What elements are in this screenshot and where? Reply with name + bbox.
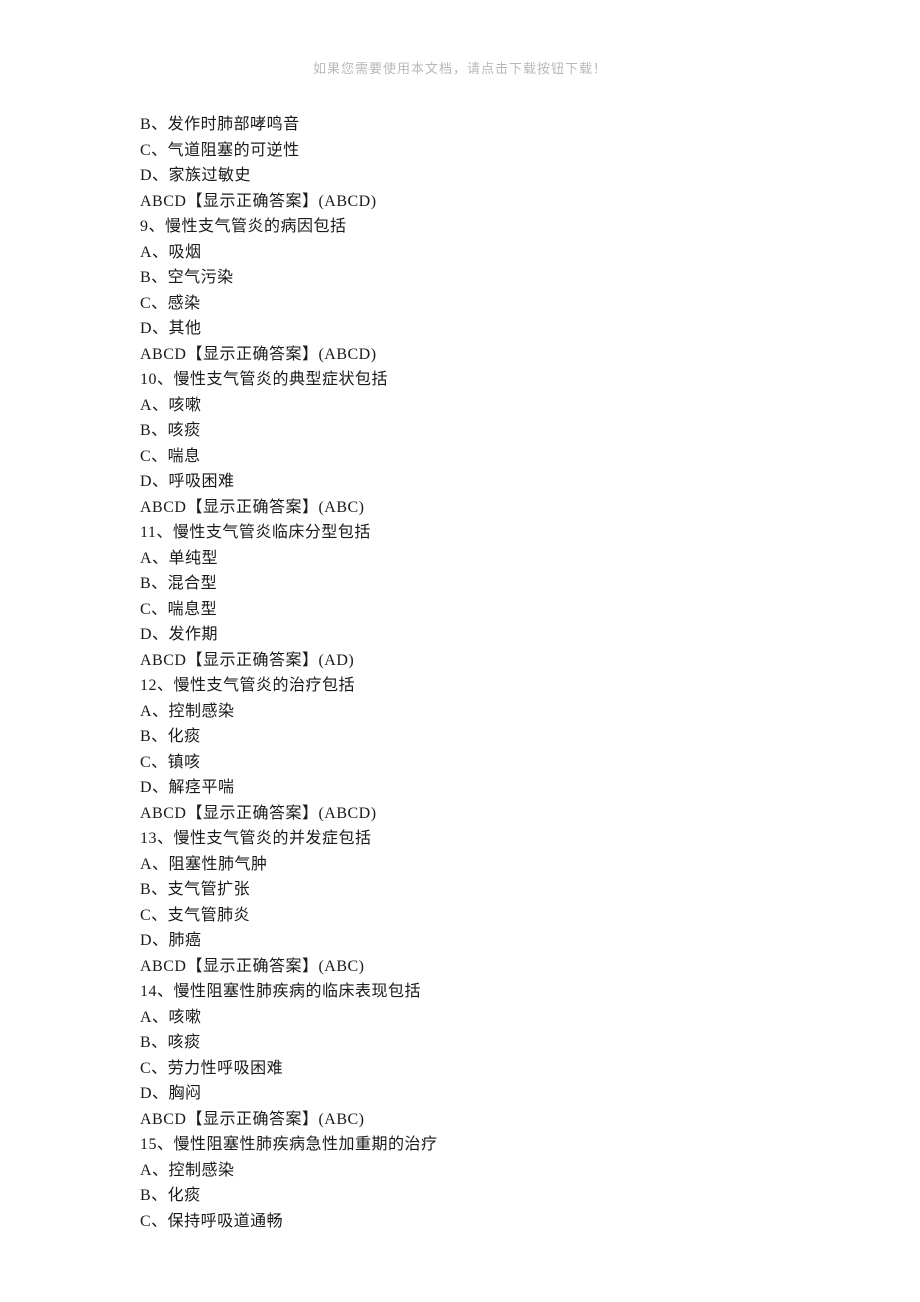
text-line: 15、慢性阻塞性肺疾病急性加重期的治疗 — [140, 1132, 780, 1158]
text-line: A、吸烟 — [140, 240, 780, 266]
text-line: ABCD【显示正确答案】(ABCD) — [140, 342, 780, 368]
text-line: 12、慢性支气管炎的治疗包括 — [140, 673, 780, 699]
text-line: ABCD【显示正确答案】(AD) — [140, 648, 780, 674]
text-line: 10、慢性支气管炎的典型症状包括 — [140, 367, 780, 393]
text-line: C、感染 — [140, 291, 780, 317]
text-line: ABCD【显示正确答案】(ABC) — [140, 1107, 780, 1133]
text-line: D、胸闷 — [140, 1081, 780, 1107]
text-line: 13、慢性支气管炎的并发症包括 — [140, 826, 780, 852]
text-line: 14、慢性阻塞性肺疾病的临床表现包括 — [140, 979, 780, 1005]
text-line: D、家族过敏史 — [140, 163, 780, 189]
text-line: ABCD【显示正确答案】(ABCD) — [140, 801, 780, 827]
text-line: B、混合型 — [140, 571, 780, 597]
text-line: C、镇咳 — [140, 750, 780, 776]
text-line: 11、慢性支气管炎临床分型包括 — [140, 520, 780, 546]
text-line: ABCD【显示正确答案】(ABC) — [140, 495, 780, 521]
text-line: C、劳力性呼吸困难 — [140, 1056, 780, 1082]
text-line: ABCD【显示正确答案】(ABCD) — [140, 189, 780, 215]
header-note: 如果您需要使用本文档，请点击下载按钮下载！ — [0, 58, 920, 77]
text-line: D、呼吸困难 — [140, 469, 780, 495]
text-line: ABCD【显示正确答案】(ABC) — [140, 954, 780, 980]
text-line: D、发作期 — [140, 622, 780, 648]
text-line: 9、慢性支气管炎的病因包括 — [140, 214, 780, 240]
text-line: D、解痉平喘 — [140, 775, 780, 801]
text-line: A、控制感染 — [140, 699, 780, 725]
text-line: B、咳痰 — [140, 418, 780, 444]
document-content: B、发作时肺部哮鸣音 C、气道阻塞的可逆性 D、家族过敏史 ABCD【显示正确答… — [140, 112, 780, 1234]
text-line: C、喘息 — [140, 444, 780, 470]
text-line: D、其他 — [140, 316, 780, 342]
text-line: B、化痰 — [140, 724, 780, 750]
text-line: B、支气管扩张 — [140, 877, 780, 903]
text-line: A、控制感染 — [140, 1158, 780, 1184]
text-line: C、支气管肺炎 — [140, 903, 780, 929]
text-line: B、发作时肺部哮鸣音 — [140, 112, 780, 138]
text-line: C、保持呼吸道通畅 — [140, 1209, 780, 1235]
text-line: A、咳嗽 — [140, 393, 780, 419]
text-line: C、喘息型 — [140, 597, 780, 623]
text-line: C、气道阻塞的可逆性 — [140, 138, 780, 164]
text-line: A、单纯型 — [140, 546, 780, 572]
text-line: D、肺癌 — [140, 928, 780, 954]
text-line: B、咳痰 — [140, 1030, 780, 1056]
text-line: B、化痰 — [140, 1183, 780, 1209]
text-line: A、咳嗽 — [140, 1005, 780, 1031]
text-line: A、阻塞性肺气肿 — [140, 852, 780, 878]
text-line: B、空气污染 — [140, 265, 780, 291]
